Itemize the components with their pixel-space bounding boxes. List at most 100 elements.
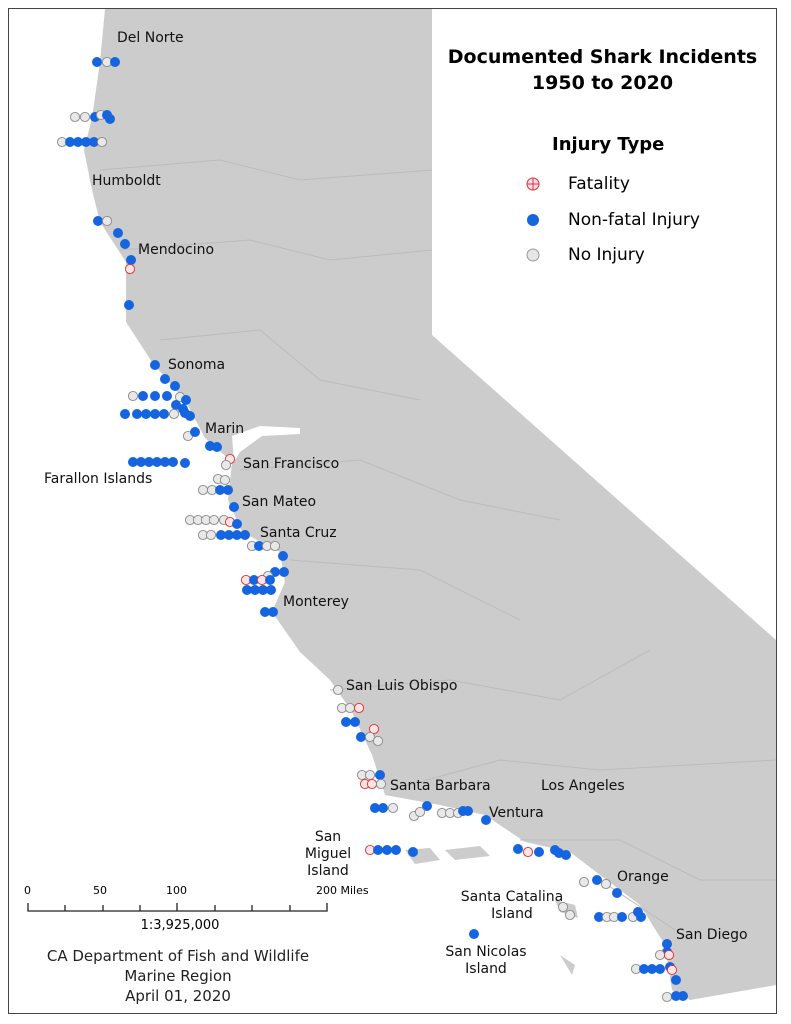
legend-nonfatal-label: Non-fatal Injury [568,210,700,230]
map-frame [8,8,777,1014]
nonfatal-injury-marker [662,939,672,949]
no-injury-marker [69,111,81,123]
nonfatal-injury-marker [128,457,138,467]
no-injury-marker [101,215,113,227]
nonfatal-injury-marker [65,137,75,147]
scale-tick-label: 0 [24,884,31,897]
scale-bar [27,903,328,912]
place-label: Del Norte [117,30,184,46]
no-injury-marker [220,459,232,471]
credit-line: Marine Region [124,967,232,985]
place-label: Ventura [489,805,544,821]
nonfatal-injury-marker [150,391,160,401]
nonfatal-injury-marker [224,530,234,540]
legend-noinjury-label: No Injury [568,245,645,265]
nonfatal-injury-marker [160,457,170,467]
nonfatal-injury-marker [382,845,392,855]
nonfatal-injury-marker [647,964,657,974]
place-label: Humboldt [92,173,161,189]
nonfatal-injury-marker [391,845,401,855]
nonfatal-injury-marker [138,391,148,401]
nonfatal-injury-marker [93,216,103,226]
nonfatal-injury-marker [229,502,239,512]
place-label: San Nicolas Island [445,944,527,977]
nonfatal-injury-marker [159,409,169,419]
nonfatal-injury-marker [144,457,154,467]
nonfatal-injury-marker [561,850,571,860]
nonfatal-injury-marker [370,803,380,813]
nonfatal-injury-marker [592,875,602,885]
nonfatal-injury-marker [617,912,627,922]
title-line: 1950 to 2020 [531,72,674,94]
place-label: San Francisco [243,456,340,472]
scale-ratio: 1:3,925,000 [140,918,220,933]
nonfatal-injury-marker [260,607,270,617]
nonfatal-injury-marker [170,381,180,391]
scale-tick-label: 200 Miles [316,884,369,897]
nonfatal-injury-marker [481,815,491,825]
nonfatal-injury-marker [136,457,146,467]
place-label: Sonoma [168,357,226,373]
place-label: Santa Cruz [260,525,337,541]
no-injury-marker [387,802,399,814]
nonfatal-injury-marker [162,391,172,401]
san-francisco-bay [232,426,300,462]
nonfatal-injury-marker [242,585,252,595]
nonfatal-injury-marker [636,912,646,922]
nonfatal-injury-marker [279,567,289,577]
place-label: Farallon Islands [44,471,153,487]
county-boundaries [99,159,777,941]
nonfatal-injury-marker [422,801,432,811]
nonfatal-injury-marker [150,360,160,370]
no-injury-marker [79,111,91,123]
nonfatal-injury-marker [594,912,604,922]
nonfatal-injury-marker [375,770,385,780]
no-injury-marker [208,514,220,526]
no-injury-marker [557,901,569,913]
nonfatal-injury-marker [232,530,242,540]
place-label: Los Angeles [541,778,625,794]
nonfatal-injury-marker [408,847,418,857]
place-label: San Diego [676,927,748,943]
nonfatal-injury-marker [513,844,523,854]
nonfatal-injury-marker [469,929,479,939]
no-injury-marker [168,408,180,420]
scale-tick-label: 100 [166,884,187,897]
nonfatal-injury-marker [463,806,473,816]
place-label: Mendocino [138,242,215,258]
no-injury-marker [578,876,590,888]
no-injury-marker [600,878,612,890]
nonfatal-injury-marker [215,485,225,495]
no-injury-marker [414,806,426,818]
nonfatal-injury-marker [378,803,388,813]
no-injury-marker [205,529,217,541]
nonfatal-injury-marker [612,888,622,898]
credit-line: CA Department of Fish and Wildlife [46,947,310,965]
nonfatal-injury-marker [152,457,162,467]
nonfatal-injury-marker [73,137,83,147]
fatality-marker [353,702,365,714]
place-label: San Mateo [242,494,317,510]
place-label: Santa Barbara [390,778,491,794]
no-injury-marker [269,540,281,552]
nonfatal-injury-marker [141,409,151,419]
no-injury-marker [96,136,108,148]
place-label: Orange [617,869,669,885]
fatality-marker [666,964,678,976]
scale-tick-label: 50 [93,884,107,897]
nonfatal-injury-marker [240,530,250,540]
title-line: Documented Shark Incidents [447,46,758,68]
nonfatal-injury-marker [120,409,130,419]
no-injury-marker [127,390,139,402]
nonfatal-injury-marker [266,585,276,595]
nonfatal-injury-marker [160,374,170,384]
nonfatal-injury-marker [341,717,351,727]
nonfatal-injury-marker [249,575,259,585]
nonfatal-injury-marker [181,395,191,405]
nonfatal-injury-marker [190,427,200,437]
nonfatal-injury-marker [232,519,242,529]
fatality-marker [124,263,136,275]
place-label: San Luis Obispo [346,678,458,694]
credit-line: April 01, 2020 [125,987,231,1005]
nonfatal-injury-marker [132,409,142,419]
